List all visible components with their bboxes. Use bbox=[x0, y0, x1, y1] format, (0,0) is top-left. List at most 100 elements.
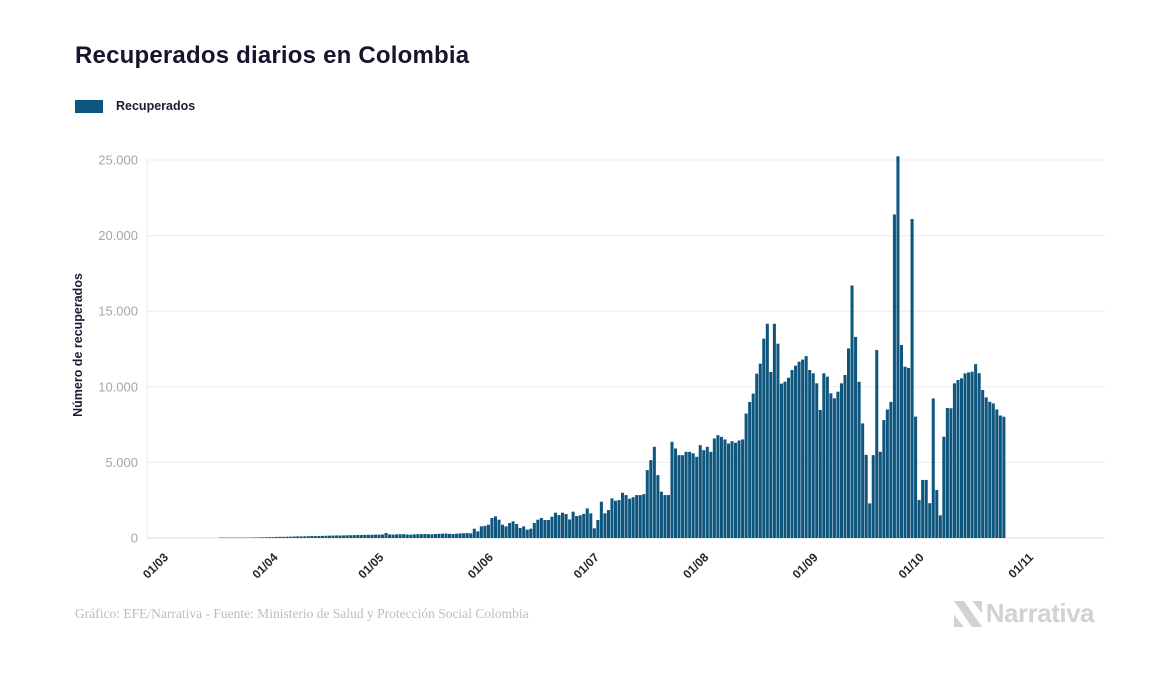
bar[interactable] bbox=[652, 446, 656, 538]
bar[interactable] bbox=[557, 515, 561, 538]
bar[interactable] bbox=[296, 536, 300, 538]
bar[interactable] bbox=[324, 535, 328, 538]
bar[interactable] bbox=[515, 524, 519, 538]
bar[interactable] bbox=[907, 367, 911, 538]
bar[interactable] bbox=[843, 375, 847, 538]
bar[interactable] bbox=[370, 534, 374, 538]
bar[interactable] bbox=[1002, 416, 1006, 538]
bar[interactable] bbox=[504, 526, 508, 538]
bar[interactable] bbox=[377, 534, 381, 538]
bar[interactable] bbox=[363, 534, 367, 538]
bar[interactable] bbox=[726, 443, 731, 539]
bar[interactable] bbox=[352, 535, 356, 538]
bar[interactable] bbox=[550, 516, 554, 538]
legend-item-recuperados[interactable]: Recuperados bbox=[116, 99, 196, 113]
bar[interactable] bbox=[508, 523, 512, 538]
bar[interactable] bbox=[878, 451, 882, 538]
bar[interactable] bbox=[564, 514, 568, 538]
bar[interactable] bbox=[313, 536, 317, 538]
bar[interactable] bbox=[917, 500, 921, 538]
bar[interactable] bbox=[698, 445, 702, 538]
bar[interactable] bbox=[663, 495, 667, 538]
bar[interactable] bbox=[373, 534, 377, 538]
bar[interactable] bbox=[529, 528, 533, 538]
bar[interactable] bbox=[871, 455, 875, 538]
bar[interactable] bbox=[299, 536, 303, 538]
bar[interactable] bbox=[603, 513, 607, 538]
bar[interactable] bbox=[709, 451, 713, 538]
bar[interactable] bbox=[836, 391, 840, 538]
bar[interactable] bbox=[349, 535, 353, 538]
bar[interactable] bbox=[737, 440, 741, 538]
bar[interactable] bbox=[380, 534, 385, 538]
bar[interactable] bbox=[606, 510, 610, 538]
bar[interactable] bbox=[430, 534, 434, 538]
bar[interactable] bbox=[571, 511, 575, 538]
bar[interactable] bbox=[532, 523, 536, 538]
bar[interactable] bbox=[889, 401, 893, 538]
bar[interactable] bbox=[613, 500, 618, 538]
bar[interactable] bbox=[949, 408, 953, 538]
bar[interactable] bbox=[483, 525, 487, 538]
bar[interactable] bbox=[938, 515, 942, 538]
bar[interactable] bbox=[748, 401, 752, 538]
bar[interactable] bbox=[282, 536, 286, 538]
bar[interactable] bbox=[303, 536, 307, 538]
bar[interactable] bbox=[988, 401, 992, 538]
bar[interactable] bbox=[366, 534, 370, 538]
bar[interactable] bbox=[585, 508, 589, 538]
bar[interactable] bbox=[628, 498, 632, 538]
bar[interactable] bbox=[522, 526, 526, 538]
bar[interactable] bbox=[790, 370, 794, 538]
bar[interactable] bbox=[786, 377, 791, 538]
bar[interactable] bbox=[409, 534, 413, 538]
bar[interactable] bbox=[289, 536, 293, 538]
bar[interactable] bbox=[253, 537, 257, 538]
bar[interactable] bbox=[331, 535, 335, 538]
bar[interactable] bbox=[539, 518, 543, 538]
bar[interactable] bbox=[931, 398, 935, 538]
bar[interactable] bbox=[440, 533, 445, 538]
bar[interactable] bbox=[921, 479, 925, 538]
bar[interactable] bbox=[448, 533, 452, 538]
bar[interactable] bbox=[359, 535, 363, 538]
bar[interactable] bbox=[977, 373, 981, 538]
bar[interactable] bbox=[896, 156, 900, 538]
bar[interactable] bbox=[267, 537, 272, 538]
bar[interactable] bbox=[741, 439, 745, 538]
bar[interactable] bbox=[794, 365, 798, 538]
bar[interactable] bbox=[437, 533, 441, 538]
bar[interactable] bbox=[486, 524, 490, 538]
bar[interactable] bbox=[575, 516, 579, 538]
bar[interactable] bbox=[433, 533, 437, 538]
bar[interactable] bbox=[384, 533, 388, 538]
bar[interactable] bbox=[928, 503, 932, 538]
bar[interactable] bbox=[998, 415, 1002, 538]
bar[interactable] bbox=[885, 409, 889, 538]
bar[interactable] bbox=[914, 416, 918, 538]
bar[interactable] bbox=[631, 497, 635, 538]
bar[interactable] bbox=[451, 533, 455, 538]
bar[interactable] bbox=[497, 519, 501, 538]
bar[interactable] bbox=[546, 520, 550, 538]
bar[interactable] bbox=[423, 533, 427, 538]
bar[interactable] bbox=[306, 536, 310, 538]
bar[interactable] bbox=[857, 381, 861, 538]
bar[interactable] bbox=[465, 533, 469, 538]
bar[interactable] bbox=[317, 535, 321, 538]
bar[interactable] bbox=[691, 453, 695, 538]
bar[interactable] bbox=[561, 512, 565, 538]
bar[interactable] bbox=[458, 533, 462, 538]
bar[interactable] bbox=[995, 409, 999, 538]
bar[interactable] bbox=[875, 350, 879, 538]
bar[interactable] bbox=[758, 363, 762, 538]
bar[interactable] bbox=[310, 536, 314, 538]
bar[interactable] bbox=[762, 338, 766, 538]
bar[interactable] bbox=[490, 518, 494, 538]
bar[interactable] bbox=[391, 534, 395, 538]
bar[interactable] bbox=[716, 435, 720, 538]
bar[interactable] bbox=[402, 534, 406, 538]
bar[interactable] bbox=[970, 371, 974, 538]
bar[interactable] bbox=[388, 534, 392, 538]
bar[interactable] bbox=[772, 323, 776, 538]
